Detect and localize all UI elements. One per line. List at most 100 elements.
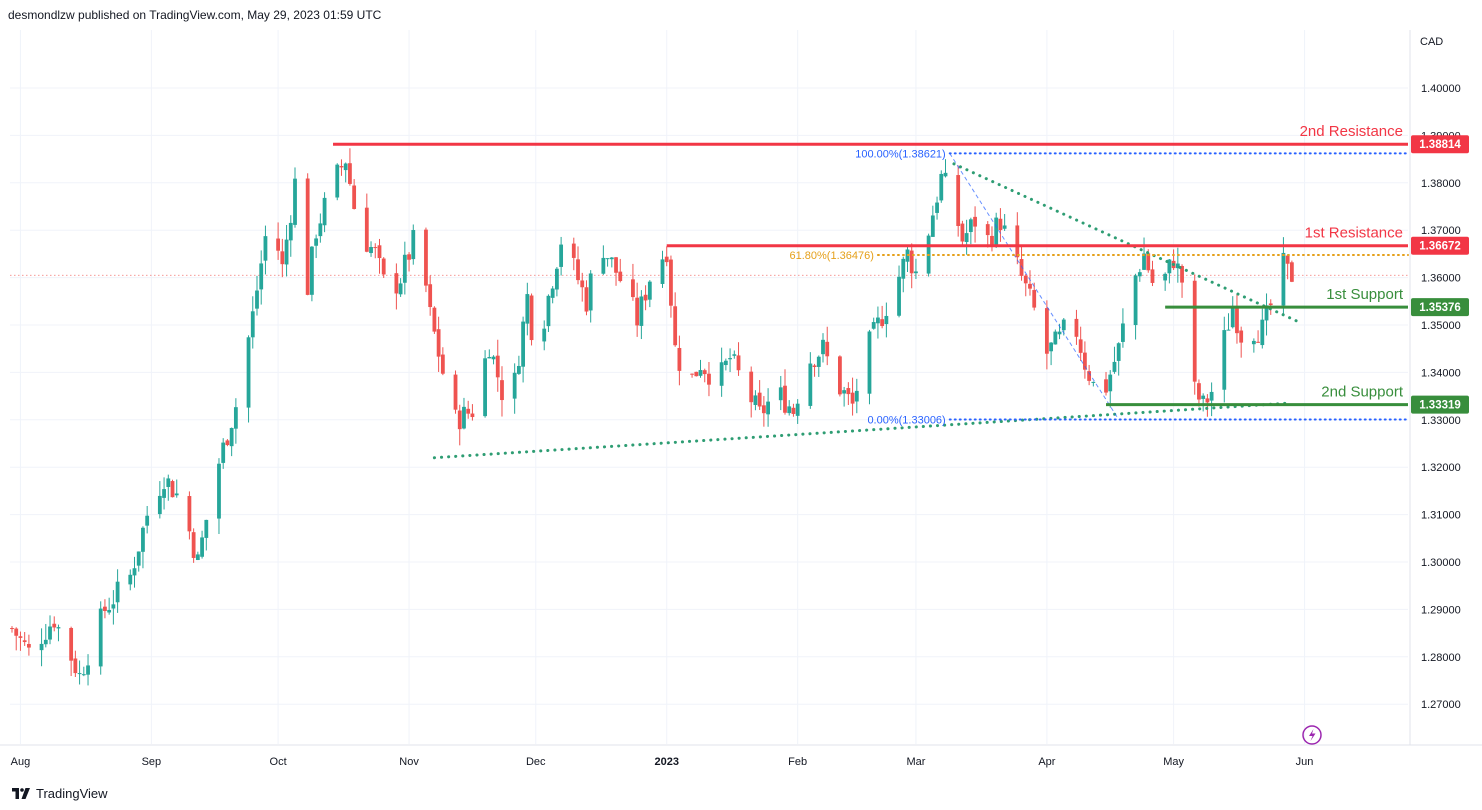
candle-body bbox=[132, 568, 137, 576]
candle-body bbox=[521, 321, 526, 367]
candle-body bbox=[1285, 255, 1290, 264]
candle-body bbox=[1104, 379, 1108, 393]
candle-body bbox=[964, 233, 969, 243]
candle-body bbox=[233, 407, 238, 429]
candle-body bbox=[250, 311, 255, 338]
candle-body bbox=[850, 392, 855, 404]
candle-body bbox=[766, 401, 770, 415]
candle-body bbox=[1023, 275, 1028, 284]
candle-body bbox=[1180, 265, 1184, 283]
candle-body bbox=[1112, 361, 1117, 372]
y-tick-label: 1.37000 bbox=[1421, 225, 1461, 237]
candle-body bbox=[609, 257, 614, 260]
candle-body bbox=[1002, 225, 1007, 229]
candle-body bbox=[669, 259, 673, 306]
candle-body bbox=[1053, 331, 1058, 345]
candle-body bbox=[783, 385, 787, 413]
candle-body bbox=[128, 574, 133, 585]
candle-body bbox=[462, 406, 466, 429]
candle-body bbox=[660, 259, 665, 284]
candle-body bbox=[276, 238, 281, 251]
candle-body bbox=[985, 224, 990, 236]
candle-body bbox=[157, 495, 162, 515]
x-tick-label: Nov bbox=[399, 756, 419, 768]
candle-body bbox=[10, 628, 14, 630]
candle-body bbox=[1121, 323, 1125, 342]
candle-body bbox=[1142, 253, 1146, 270]
candle-body bbox=[77, 673, 82, 675]
candle-body bbox=[584, 287, 589, 312]
candle-body bbox=[576, 259, 580, 281]
candle-body bbox=[1167, 259, 1172, 274]
candle-body bbox=[1150, 269, 1155, 283]
rising-support-trendline bbox=[432, 401, 1290, 460]
candle-body bbox=[968, 219, 973, 233]
chart-grid bbox=[10, 30, 1408, 744]
candle-body bbox=[322, 197, 327, 226]
candle-body bbox=[990, 235, 994, 246]
candle-body bbox=[500, 380, 504, 401]
x-tick-label: Apr bbox=[1038, 756, 1055, 768]
candle-body bbox=[698, 370, 703, 376]
candle-body bbox=[808, 363, 813, 406]
support-level-label: 2nd Support bbox=[1321, 384, 1404, 401]
candle-body bbox=[1197, 383, 1201, 400]
candle-body bbox=[162, 489, 166, 498]
currency-label: CAD bbox=[1420, 36, 1443, 48]
candle-body bbox=[1230, 307, 1235, 328]
candle-body bbox=[187, 496, 192, 532]
y-tick-label: 1.31000 bbox=[1421, 510, 1461, 522]
flash-icon[interactable] bbox=[1302, 725, 1322, 745]
candle-body bbox=[1235, 306, 1239, 334]
tradingview-brand[interactable]: TradingView bbox=[36, 785, 108, 801]
price-badge bbox=[1411, 298, 1469, 317]
candle-body bbox=[1146, 253, 1151, 271]
candle-body bbox=[1082, 352, 1087, 370]
candle-body bbox=[842, 390, 847, 394]
candle-body bbox=[757, 392, 762, 407]
candle-body bbox=[103, 606, 107, 611]
x-tick-label: Oct bbox=[270, 756, 287, 768]
candle-body bbox=[166, 478, 171, 487]
candle-body bbox=[174, 493, 179, 496]
candle-body bbox=[838, 356, 842, 395]
candle-body bbox=[428, 284, 433, 308]
candle-body bbox=[318, 223, 323, 237]
candle-body bbox=[707, 373, 711, 385]
candle-body bbox=[466, 408, 471, 414]
price-badge-text: 1.36672 bbox=[1419, 241, 1461, 253]
candle-body bbox=[1032, 290, 1037, 308]
y-tick-label: 1.28000 bbox=[1421, 652, 1461, 664]
candle-body bbox=[1078, 339, 1083, 353]
candle-body bbox=[52, 623, 57, 628]
candle-body bbox=[1049, 342, 1054, 352]
candle-body bbox=[293, 178, 297, 225]
candle-body bbox=[115, 581, 120, 603]
candle-body bbox=[647, 281, 652, 300]
candle-body bbox=[639, 296, 644, 326]
candle-body bbox=[1268, 303, 1273, 306]
price-badge bbox=[1411, 236, 1469, 255]
support-level-label: 1st Support bbox=[1326, 286, 1404, 303]
candle-body bbox=[1251, 340, 1256, 345]
candle-body bbox=[314, 238, 319, 246]
candle-body bbox=[880, 319, 885, 327]
candle-body bbox=[305, 178, 310, 295]
candle-body bbox=[694, 371, 699, 377]
candle-body bbox=[457, 410, 462, 430]
candle-body bbox=[1163, 273, 1168, 281]
candle-body bbox=[791, 407, 796, 414]
tradingview-logo-icon[interactable] bbox=[12, 787, 30, 799]
candle-body bbox=[512, 372, 517, 399]
candle-body bbox=[136, 551, 141, 566]
candle-body bbox=[145, 515, 150, 526]
candle-body bbox=[1226, 329, 1231, 331]
candle-body bbox=[1061, 319, 1066, 331]
candle-body bbox=[1044, 308, 1049, 354]
candle-body bbox=[677, 347, 682, 371]
candle-body bbox=[170, 481, 175, 498]
candle-body bbox=[348, 163, 352, 184]
candle-body bbox=[263, 236, 268, 261]
candle-body bbox=[1264, 305, 1269, 321]
